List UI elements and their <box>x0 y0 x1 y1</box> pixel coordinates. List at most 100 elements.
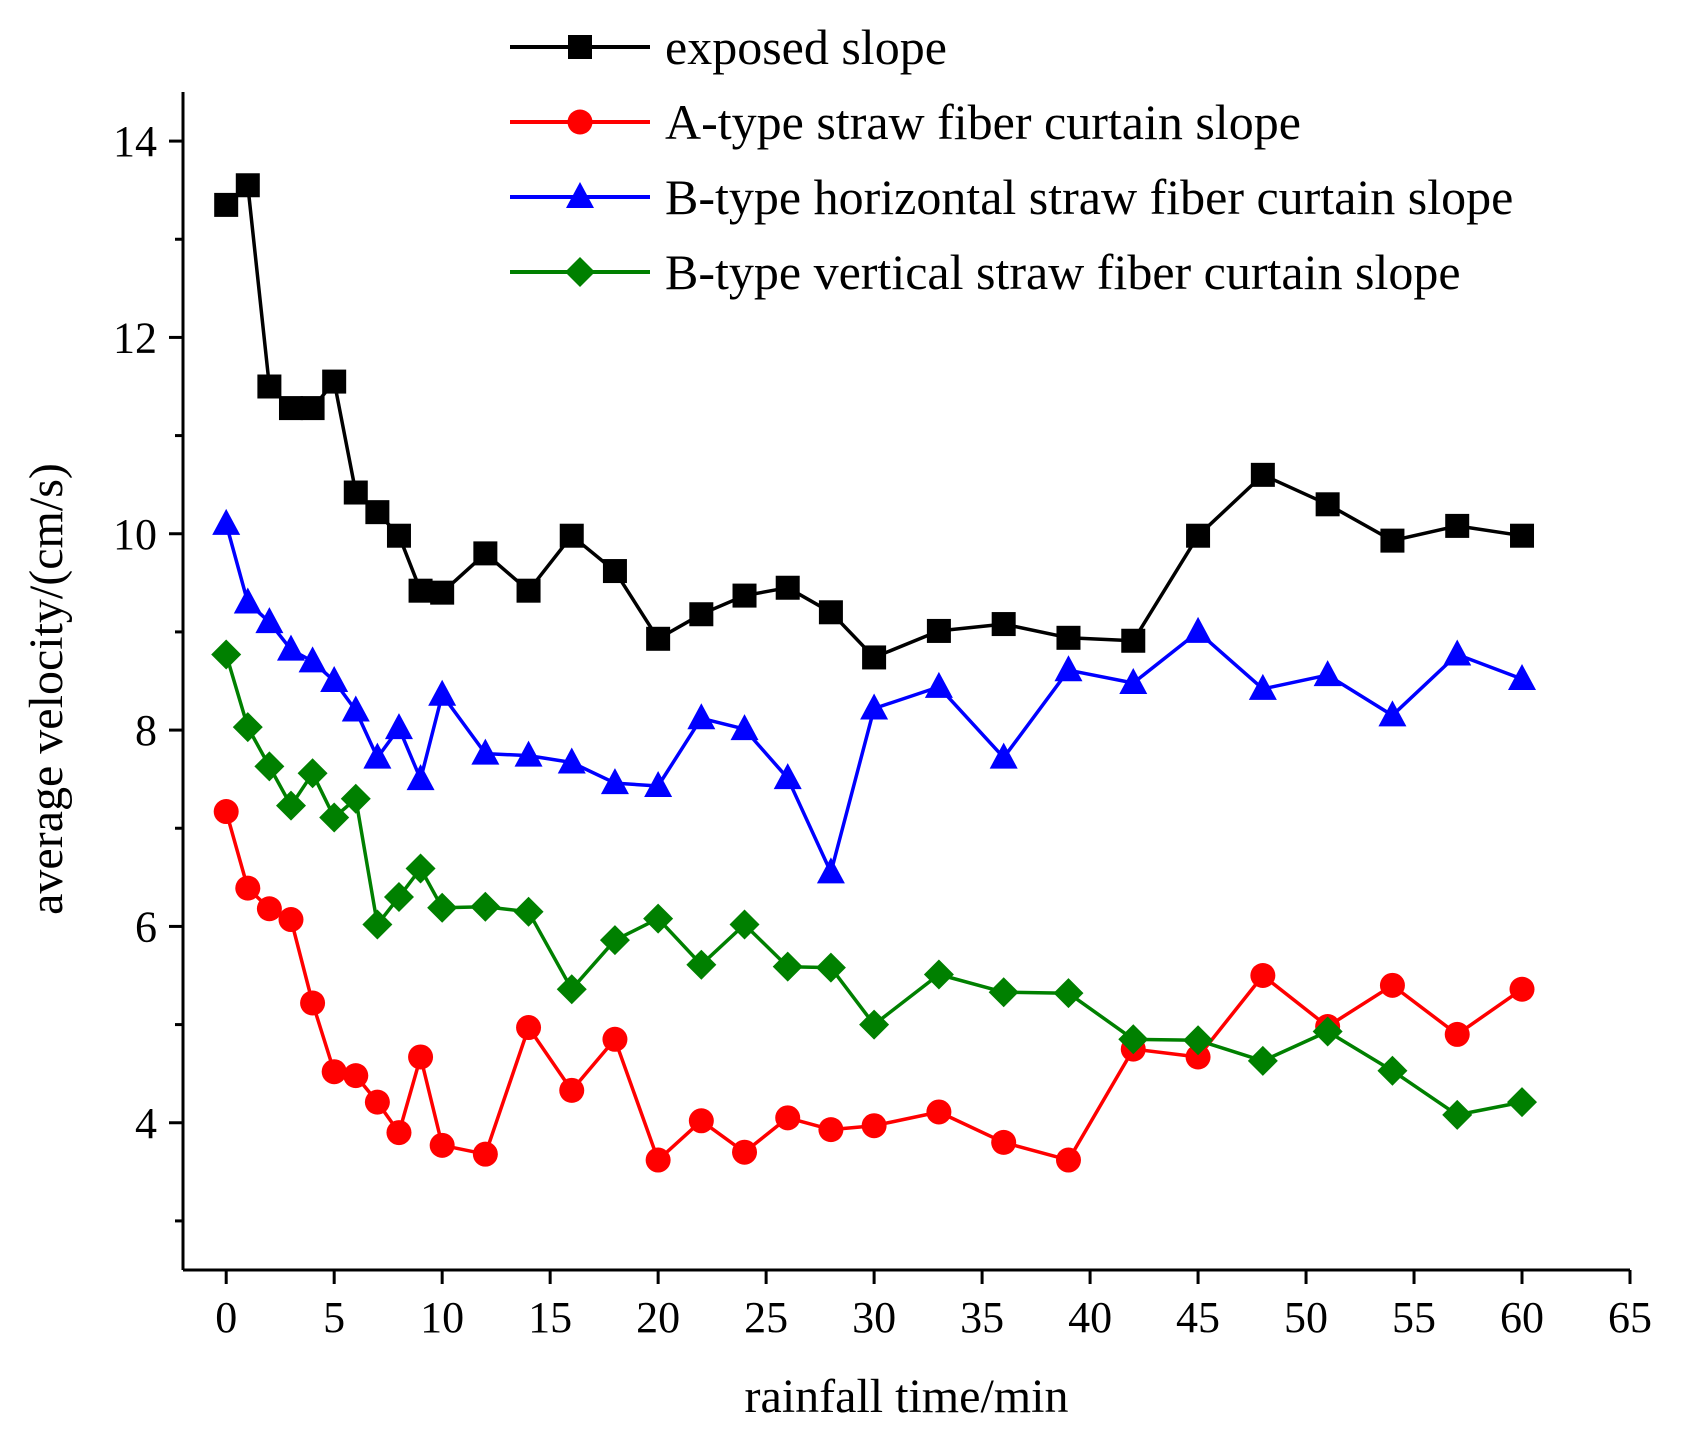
series-2-point-2 <box>255 607 284 634</box>
series-3-point-2 <box>254 751 285 782</box>
series-3-point-8 <box>383 881 414 912</box>
x-tick-label-25: 25 <box>744 1293 788 1342</box>
series-2-point-24 <box>1119 667 1148 694</box>
series-2-point-26 <box>1248 673 1277 700</box>
series-1-point-5 <box>321 1059 347 1085</box>
y-tick-label-10: 10 <box>113 510 157 559</box>
series-0-point-22 <box>991 612 1016 637</box>
series-2-point-8 <box>384 713 413 740</box>
series-3-point-30 <box>1507 1087 1538 1118</box>
series-2-point-19 <box>816 857 845 884</box>
series-0-point-15 <box>646 626 671 651</box>
series-1-point-23 <box>1055 1147 1081 1173</box>
series-2-point-29 <box>1443 639 1472 666</box>
series-1-point-10 <box>429 1132 455 1158</box>
series-1-point-29 <box>1444 1021 1470 1047</box>
series-0-point-4 <box>300 396 325 421</box>
series-1-point-16 <box>688 1108 714 1134</box>
series-0-point-28 <box>1380 528 1405 553</box>
legend: exposed slope A-type straw fiber curtain … <box>510 19 1513 300</box>
series-0-point-21 <box>926 618 951 643</box>
legend-swatch-marker-0 <box>568 35 592 59</box>
series-1-point-6 <box>343 1063 369 1089</box>
x-tick-label-60: 60 <box>1500 1293 1544 1342</box>
series-3-point-0 <box>211 639 242 670</box>
x-tick-label-45: 45 <box>1176 1293 1220 1342</box>
x-tick-label-0: 0 <box>215 1293 237 1342</box>
series-1-point-28 <box>1379 972 1405 998</box>
series-1-point-8 <box>386 1120 412 1146</box>
series-2-point-13 <box>557 747 586 774</box>
series-2-point-5 <box>320 666 349 692</box>
series-2-point-9 <box>406 764 435 791</box>
series-1-point-30 <box>1509 976 1535 1002</box>
series-layer <box>211 173 1538 1173</box>
series-3-point-3 <box>275 790 306 821</box>
series-2-point-3 <box>276 634 305 661</box>
series-1-point-26 <box>1250 963 1276 988</box>
series-2-point-0 <box>212 508 241 535</box>
series-0-point-1 <box>235 173 260 198</box>
y-tick-label-4: 4 <box>135 1099 157 1148</box>
series-2-point-11 <box>471 738 500 765</box>
series-0-point-8 <box>386 523 411 548</box>
series-3-point-28 <box>1377 1055 1408 1086</box>
series-3-point-13 <box>556 974 587 1005</box>
series-2-point-28 <box>1378 700 1407 727</box>
x-tick-label-55: 55 <box>1392 1293 1436 1342</box>
series-0-point-23 <box>1056 625 1081 650</box>
series-1-point-15 <box>645 1147 671 1173</box>
series-0-point-7 <box>365 500 390 525</box>
series-3-point-11 <box>470 891 501 922</box>
series-2-point-16 <box>687 703 716 730</box>
series-2-point-12 <box>514 740 543 767</box>
series-3-point-29 <box>1442 1099 1473 1130</box>
series-3-point-17 <box>729 909 760 940</box>
series-2-point-25 <box>1184 616 1213 643</box>
series-3-point-4 <box>297 758 328 789</box>
series-0-point-18 <box>775 575 800 600</box>
series-2-point-30 <box>1508 664 1537 691</box>
series-2-point-18 <box>773 763 802 790</box>
series-2-point-21 <box>924 671 953 698</box>
series-1-point-7 <box>364 1089 390 1115</box>
series-0-point-13 <box>559 523 584 548</box>
x-tick-label-35: 35 <box>960 1293 1004 1342</box>
series-3-point-21 <box>923 959 954 990</box>
series-2-point-1 <box>233 587 262 614</box>
series-0-point-14 <box>602 559 627 584</box>
series-2-point-23 <box>1054 655 1083 682</box>
x-tick-label-10: 10 <box>420 1293 464 1342</box>
series-3-point-1 <box>232 712 263 743</box>
series-1-point-0 <box>213 799 239 825</box>
series-3-point-27 <box>1312 1016 1343 1047</box>
series-2-point-22 <box>989 742 1018 769</box>
series-0-point-17 <box>732 583 757 608</box>
legend-swatch-marker-1 <box>567 109 593 135</box>
series-1-point-12 <box>516 1015 542 1041</box>
y-tick-label-12: 12 <box>113 313 157 362</box>
series-1-point-20 <box>861 1113 887 1139</box>
series-1-point-4 <box>300 990 326 1016</box>
series-3-point-26 <box>1247 1045 1278 1076</box>
series-3-point-7 <box>362 909 393 940</box>
series-3-point-14 <box>599 925 630 956</box>
series-0 <box>214 173 1535 670</box>
series-0-point-11 <box>473 541 498 566</box>
legend-item-2: B-type horizontal straw fiber curtain sl… <box>510 169 1513 225</box>
series-1-point-1 <box>235 875 261 901</box>
series-1-point-21 <box>926 1099 952 1125</box>
series-3-point-20 <box>859 1009 890 1040</box>
series-0-point-9 <box>408 578 433 603</box>
x-tick-label-50: 50 <box>1284 1293 1328 1342</box>
series-0-point-26 <box>1250 462 1275 487</box>
series-0-point-30 <box>1510 523 1535 548</box>
series-2-point-4 <box>298 646 327 673</box>
legend-item-0: exposed slope <box>510 19 947 75</box>
series-0-point-24 <box>1121 628 1146 653</box>
series-0-point-19 <box>818 600 843 625</box>
series-2-point-10 <box>428 679 457 706</box>
series-1-point-3 <box>278 907 304 933</box>
series-1-point-18 <box>775 1105 801 1131</box>
